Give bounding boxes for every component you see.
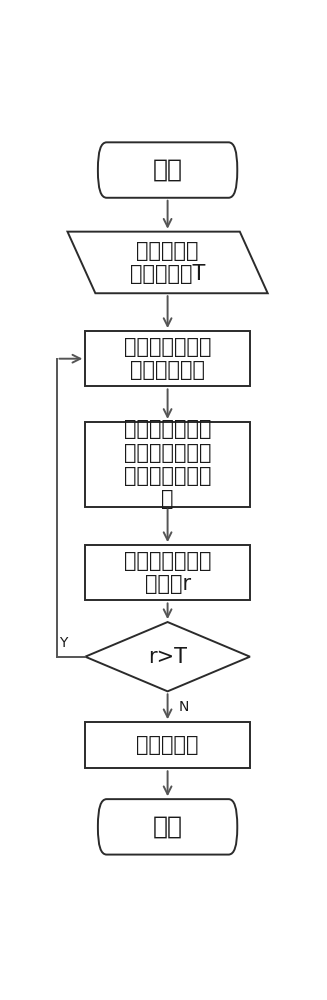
Polygon shape — [85, 622, 250, 691]
Bar — [85, 331, 250, 386]
Text: 判定为故障: 判定为故障 — [136, 735, 199, 755]
Bar — [85, 545, 250, 600]
Text: 结束: 结束 — [153, 815, 182, 839]
Bar — [85, 722, 250, 768]
Polygon shape — [67, 232, 268, 293]
Bar — [85, 422, 250, 507]
Text: 开始: 开始 — [153, 158, 182, 182]
FancyBboxPatch shape — [98, 142, 237, 198]
Text: N: N — [179, 700, 189, 714]
FancyBboxPatch shape — [98, 799, 237, 855]
Text: Y: Y — [59, 636, 67, 650]
Text: 设定误差传
声器的阈值T: 设定误差传 声器的阈值T — [130, 241, 205, 284]
Text: 误差传声器采集
初级噪声信号: 误差传声器采集 初级噪声信号 — [124, 337, 211, 380]
Text: 主传声器与参考
传声器将采集的
信号传给微处理
器: 主传声器与参考 传声器将采集的 信号传给微处理 器 — [124, 419, 211, 509]
Text: 计算两者的相关
性系数r: 计算两者的相关 性系数r — [124, 551, 211, 594]
Text: r>T: r>T — [148, 647, 187, 667]
